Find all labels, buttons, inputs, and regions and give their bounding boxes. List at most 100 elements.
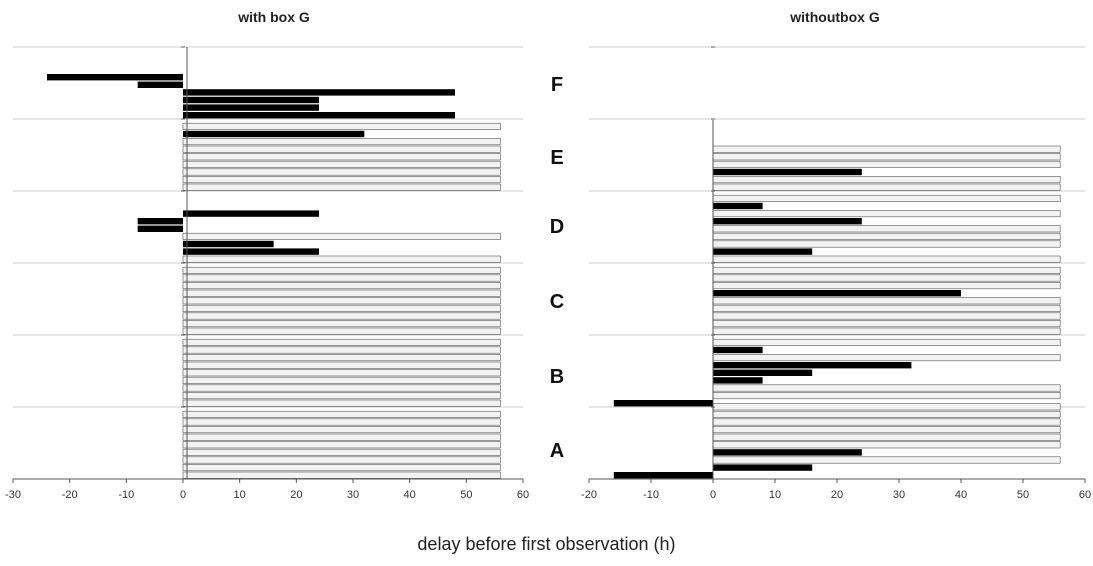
x-tick-label: 30 [347,489,359,501]
bar [183,104,319,111]
bar [182,464,501,472]
bar [712,426,1061,434]
bar [182,471,501,479]
bar [182,160,501,168]
x-tick-label: 0 [180,489,186,501]
bar [712,392,1061,400]
bar [182,456,501,464]
bar [712,225,1061,233]
bar [182,376,501,384]
bar [712,456,1061,464]
x-tick-label: 60 [517,489,529,501]
bar [712,297,1061,305]
panel-right-zero-ticks [711,46,715,408]
bar [182,354,501,362]
bar [712,354,1061,362]
bar [182,384,501,392]
x-tick-label: 20 [831,489,843,501]
x-tick-label: 10 [234,489,246,501]
bar [182,338,501,346]
bar [183,96,319,104]
bar [182,304,501,312]
bar [182,153,501,161]
x-tick-label: 0 [710,489,716,501]
bar [182,410,501,418]
bar [183,112,455,119]
x-tick-label: -20 [581,489,597,501]
bar [182,274,501,282]
bar [712,320,1061,328]
group-label-e: E [550,147,563,169]
bar [182,289,501,297]
panel-right-title: withoutbox G [789,9,880,25]
group-labels: F E D C B A [550,74,564,462]
bar [712,274,1061,282]
bar [713,377,763,384]
bar [182,448,501,456]
bar [712,232,1061,240]
bar [182,176,501,184]
bar [182,312,501,320]
bar [137,225,183,232]
x-tick-label: 40 [404,489,416,501]
bar [712,312,1061,320]
bar [182,183,501,191]
bar [183,89,455,96]
bar [712,255,1061,263]
panel-right-ticks: -20 -10 0 10 20 30 40 50 60 [581,479,1091,501]
group-label-f: F [551,74,563,96]
bar [712,403,1061,411]
x-tick-label: -20 [62,489,78,501]
x-tick-label: 50 [460,489,472,501]
x-axis-label: delay before first observation (h) [417,534,676,554]
x-tick-label: 10 [769,489,781,501]
bar [182,138,501,146]
panel-left-bars [47,74,501,479]
bar [712,418,1061,426]
bar [712,153,1061,161]
bar [713,346,763,354]
x-tick-label: -10 [118,489,134,501]
bar [182,320,501,328]
bar [712,183,1061,191]
bar [182,232,501,240]
bar [137,81,183,88]
bar [182,399,501,407]
bar [182,346,501,354]
bar [182,369,501,377]
bar [712,433,1061,441]
bar [712,441,1061,449]
bar [47,74,183,81]
bar [183,130,365,138]
bar [182,327,501,335]
bar [712,410,1061,418]
panel-left-title: with box G [237,9,310,25]
bar [712,338,1061,346]
bar [713,290,961,297]
bar [182,441,501,449]
bar [182,255,501,263]
bar [713,362,912,369]
panel-left-ticks: -30 -20 -10 0 10 20 30 40 50 60 [5,479,529,501]
x-tick-label: 20 [290,489,302,501]
bar [713,464,813,471]
bar [182,426,501,434]
panel-right-bars [613,145,1061,479]
bar [182,282,501,290]
bar [183,240,274,248]
group-label-b: B [550,366,564,388]
bar [712,160,1061,168]
bar [182,266,501,274]
bar [712,282,1061,290]
panel-left-separators [13,46,523,408]
bar [182,418,501,426]
x-tick-label: -30 [5,489,21,501]
bar [182,168,501,176]
bar [182,392,501,400]
group-label-a: A [550,440,564,462]
panel-right: withoutbox G -20 -10 0 10 20 30 40 50 60 [581,9,1091,501]
panel-left: with box G -30 -20 -10 0 10 20 30 40 50 60 [5,9,529,501]
bar [713,369,813,376]
bar [713,449,862,456]
panel-left-zero-ticks [181,46,185,408]
